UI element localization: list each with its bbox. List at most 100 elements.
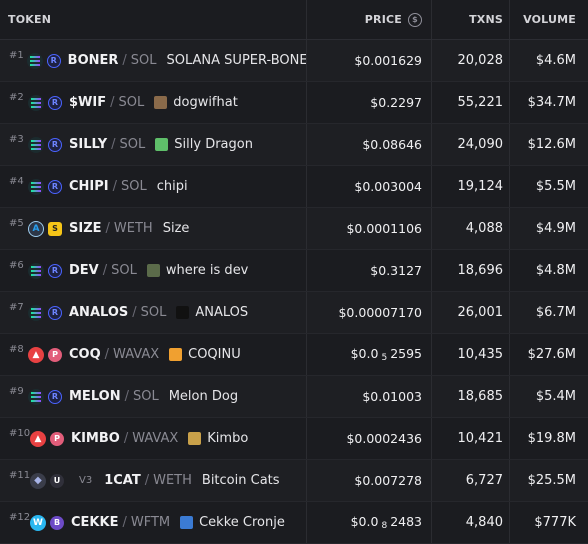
- price-value: $0.003004: [354, 179, 422, 194]
- table-row[interactable]: #9 R MELON / SOL Melon Dog $0.01003 18,685 $5.4M: [0, 376, 588, 418]
- table-row[interactable]: #6 R DEV / SOL where is dev $0.3127 18,696 $4.8M: [0, 250, 588, 292]
- token-cell[interactable]: #6 R DEV / SOL where is dev: [0, 250, 306, 291]
- raydium-dex-icon: R: [48, 137, 62, 152]
- token-name: Size: [162, 221, 190, 236]
- txns-value: 10,421: [457, 431, 504, 446]
- token-cell[interactable]: #7 R ANALOS / SOL ANALOS: [0, 292, 306, 333]
- token-symbol: CEKKE: [71, 515, 119, 530]
- table-row[interactable]: #7 R ANALOS / SOL ANALOS $0.00007170 26,001 $6.7…: [0, 292, 588, 334]
- quote-symbol: SOL: [132, 389, 159, 404]
- token-cell[interactable]: #12 W B CEKKE / WFTM Cekke Cronje: [0, 502, 306, 543]
- raydium-dex-icon: R: [48, 389, 62, 404]
- table-row[interactable]: #8 ▲ P COQ / WAVAX COQINU $0.0 5 2595 10,435 $27.6M: [0, 334, 588, 376]
- solana-chain-icon: [28, 94, 44, 111]
- volume-value: $12.6M: [527, 137, 576, 152]
- pair-separator: /: [110, 95, 115, 110]
- token-cell[interactable]: #1 R BONER / SOL SOLANA SUPER-BONER: [0, 40, 306, 81]
- txns-value: 19,124: [457, 179, 504, 194]
- token-image: [169, 348, 183, 361]
- sushiswap-dex-icon: S: [48, 221, 62, 236]
- header-token[interactable]: TOKEN: [8, 13, 52, 26]
- txns-cell: 10,421: [431, 418, 509, 459]
- token-cell[interactable]: #5 A S SIZE / WETH Size: [0, 208, 306, 249]
- volume-cell: $19.8M: [509, 418, 588, 459]
- quote-symbol: SOL: [130, 53, 157, 68]
- txns-value: 20,028: [457, 53, 504, 68]
- token-symbol: MELON: [69, 389, 121, 404]
- raydium-dex-icon: R: [46, 53, 61, 68]
- txns-value: 18,685: [457, 389, 504, 404]
- solana-chain-icon: [26, 52, 43, 69]
- token-cell[interactable]: #8 ▲ P COQ / WAVAX COQINU: [0, 334, 306, 375]
- volume-value: $4.6M: [535, 53, 576, 68]
- price-cell: $0.003004: [306, 166, 431, 207]
- price-cell: $0.08646: [306, 124, 431, 165]
- pair-separator: /: [105, 221, 110, 236]
- volume-value: $4.9M: [535, 221, 576, 236]
- table-row[interactable]: #10 ▲ P KIMBO / WAVAX Kimbo $0.0002436 10,421 $19…: [0, 418, 588, 460]
- table-row[interactable]: #5 A S SIZE / WETH Size $0.0001106 4,088 $4.9M: [0, 208, 588, 250]
- table-row[interactable]: #11 ◆ U V3 1CAT / WETH Bitcoin Cats $0.007278 6,7…: [0, 460, 588, 502]
- price-value: $0.01003: [362, 389, 422, 404]
- txns-value: 18,696: [457, 263, 504, 278]
- header-txns[interactable]: TXNS: [431, 0, 509, 39]
- version-badge: V3: [79, 475, 93, 486]
- quote-symbol: SOL: [111, 263, 137, 278]
- txns-cell: 4,840: [431, 502, 509, 543]
- avalanche-chain-icon: ▲: [28, 346, 44, 363]
- table-row[interactable]: #1 R BONER / SOL SOLANA SUPER-BONER $0.001629 2…: [0, 40, 588, 82]
- table-row[interactable]: #12 W B CEKKE / WFTM Cekke Cronje $0.0 8 2483 4,84…: [0, 502, 588, 544]
- token-cell[interactable]: #3 R SILLY / SOL Silly Dragon: [0, 124, 306, 165]
- table-row[interactable]: #4 R CHIPI / SOL chipi $0.003004 19,124 $5.5M: [0, 166, 588, 208]
- token-cell[interactable]: #11 ◆ U V3 1CAT / WETH Bitcoin Cats: [0, 460, 306, 501]
- token-name: dogwifhat: [154, 95, 238, 110]
- avalanche-chain-icon: ▲: [30, 430, 46, 447]
- token-name: Bitcoin Cats: [201, 473, 280, 488]
- pair-separator: /: [102, 263, 108, 278]
- header-price[interactable]: PRICE $: [306, 0, 431, 39]
- token-cell[interactable]: #2 R $WIF / SOL dogwifhat: [0, 82, 306, 123]
- txns-cell: 55,221: [431, 82, 509, 123]
- token-symbol: SIZE: [69, 221, 102, 236]
- token-name: SOLANA SUPER-BONER: [166, 53, 306, 68]
- volume-value: $777K: [534, 515, 576, 530]
- quote-symbol: WAVAX: [113, 347, 160, 362]
- solana-chain-icon: [28, 304, 44, 321]
- token-symbol: SILLY: [69, 137, 108, 152]
- price-cell: $0.01003: [306, 376, 431, 417]
- token-cell[interactable]: #9 R MELON / SOL Melon Dog: [0, 376, 306, 417]
- rank-label: #8: [9, 344, 24, 355]
- token-image: [154, 96, 168, 109]
- token-symbol: $WIF: [69, 95, 107, 110]
- txns-cell: 20,028: [431, 40, 509, 81]
- rank-label: #12: [9, 512, 31, 523]
- header-volume[interactable]: VOLUME: [509, 0, 588, 39]
- volume-cell: $5.4M: [509, 376, 588, 417]
- price-cell: $0.0 5 2595: [306, 334, 431, 375]
- table-row[interactable]: #2 R $WIF / SOL dogwifhat $0.2297 55,221 $34.7M: [0, 82, 588, 124]
- token-name: Silly Dragon: [155, 137, 253, 152]
- token-symbol: CHIPI: [69, 179, 109, 194]
- arbitrum-chain-icon: A: [28, 220, 44, 237]
- price-value: $0.08646: [362, 137, 422, 152]
- volume-cell: $777K: [509, 502, 588, 543]
- token-name: COQINU: [169, 347, 241, 362]
- token-cell[interactable]: #10 ▲ P KIMBO / WAVAX Kimbo: [0, 418, 306, 459]
- rank-label: #1: [9, 50, 24, 61]
- solana-chain-icon: [28, 178, 44, 195]
- raydium-dex-icon: R: [48, 305, 62, 320]
- token-image: [155, 138, 169, 151]
- table-row[interactable]: #3 R SILLY / SOL Silly Dragon $0.08646 24,090 $1…: [0, 124, 588, 166]
- quote-symbol: WAVAX: [132, 431, 179, 446]
- pangolin-dex-icon: P: [48, 347, 62, 362]
- price-cell: $0.00007170: [306, 292, 431, 333]
- dollar-coin-icon[interactable]: $: [408, 12, 422, 27]
- pair-separator: /: [124, 389, 129, 404]
- token-name: Cekke Cronje: [180, 515, 285, 530]
- rank-label: #4: [9, 176, 24, 187]
- token-cell[interactable]: #4 R CHIPI / SOL chipi: [0, 166, 306, 207]
- txns-value: 26,001: [457, 305, 504, 320]
- txns-value: 55,221: [457, 95, 504, 110]
- pair-separator: /: [112, 179, 118, 194]
